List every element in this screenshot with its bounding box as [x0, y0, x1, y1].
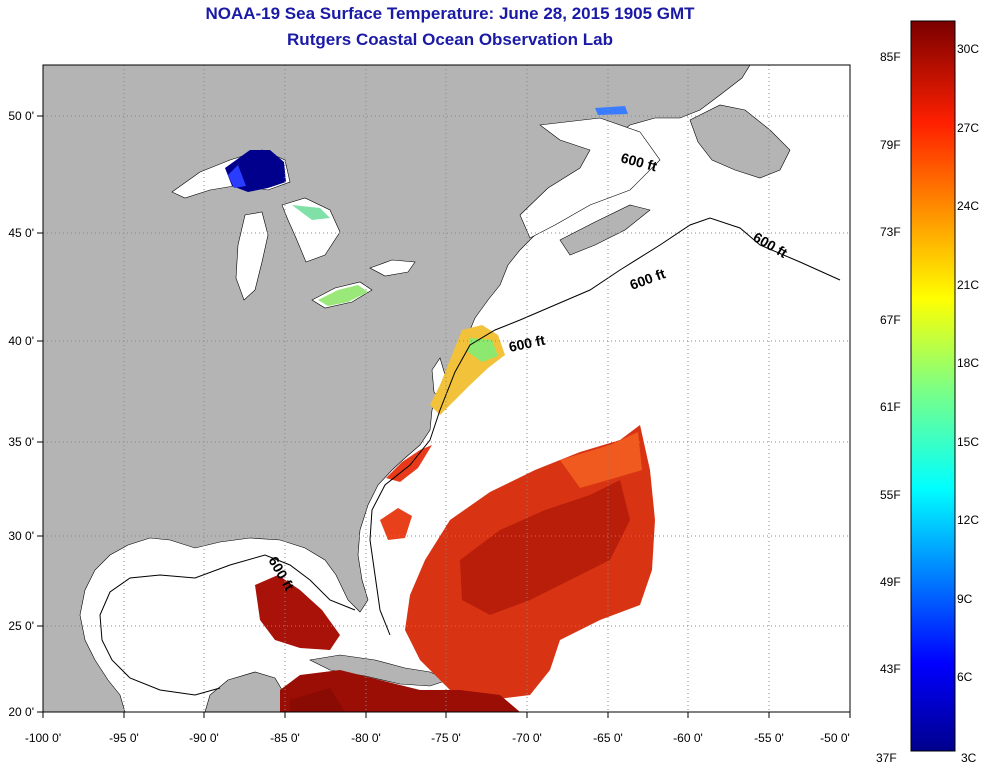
sst-yucatan-channel — [290, 688, 345, 712]
colorbar — [910, 20, 956, 752]
lat-label: 50 0' — [8, 109, 34, 123]
sst-st-lawrence — [595, 106, 628, 115]
colorbar-c-label: 18C — [957, 356, 979, 370]
sst-gulf-of-mexico — [255, 575, 340, 650]
sst-lake-erie — [318, 285, 368, 306]
colorbar-f-label: 37F — [876, 751, 897, 765]
lon-label: -85 0' — [270, 731, 300, 745]
colorbar-c-label: 15C — [957, 435, 979, 449]
sst-lake-huron — [292, 205, 330, 220]
sst-caribbean — [280, 670, 520, 712]
colorbar-f-label: 49F — [880, 575, 901, 589]
lon-label: -65 0' — [593, 731, 623, 745]
graticule — [43, 65, 850, 712]
isobath-600ft-gulf — [99, 554, 356, 696]
lat-label: 30 0' — [8, 529, 34, 543]
lon-label: -95 0' — [109, 731, 139, 745]
lake-ontario — [369, 259, 416, 277]
colorbar-f-label: 79F — [880, 138, 901, 152]
lon-label: -55 0' — [754, 731, 784, 745]
contour-label: 600 ft — [507, 332, 546, 355]
sst-lake-superior-edge — [228, 165, 246, 188]
colorbar-c-label: 12C — [957, 513, 979, 527]
lat-label: 45 0' — [8, 226, 34, 240]
colorbar-f-label: 43F — [880, 662, 901, 676]
lon-label: -50 0' — [820, 731, 850, 745]
land-nova-scotia — [559, 204, 651, 256]
colorbar-f-label: 73F — [880, 225, 901, 239]
sst-florida-coast — [380, 508, 412, 540]
colorbar-f-label: 61F — [880, 400, 901, 414]
gulf-st-lawrence — [519, 117, 661, 239]
lat-label: 20 0' — [8, 705, 34, 719]
lon-label: -70 0' — [512, 731, 542, 745]
sst-gulf-stream-core — [460, 480, 630, 615]
sst-carolina — [386, 445, 432, 482]
colorbar-c-label: 9C — [957, 592, 973, 606]
colorbar-f-label: 85F — [880, 50, 901, 64]
lon-label: -90 0' — [189, 731, 219, 745]
colorbar-c-label: 21C — [957, 278, 979, 292]
map-title: NOAA-19 Sea Surface Temperature: June 28… — [205, 4, 695, 23]
map-subtitle: Rutgers Coastal Ocean Observation Lab — [287, 30, 613, 49]
lon-label: -75 0' — [431, 731, 461, 745]
sst-gulf-stream-orange — [560, 432, 642, 488]
colorbar-c-label: 3C — [961, 751, 977, 765]
lon-label: -80 0' — [351, 731, 381, 745]
isobath-600ft — [369, 217, 841, 636]
land-newfoundland — [689, 104, 791, 179]
colorbar-c-label: 27C — [957, 121, 979, 135]
lon-label: -100 0' — [25, 731, 61, 745]
colorbar-c-label: 30C — [957, 42, 979, 56]
colorbar-c-label: 6C — [957, 670, 973, 684]
lat-label: 40 0' — [8, 334, 34, 348]
lake-michigan — [235, 211, 269, 301]
colorbar-f-label: 67F — [880, 313, 901, 327]
lon-label: -60 0' — [673, 731, 703, 745]
lat-label: 35 0' — [8, 435, 34, 449]
lat-label: 25 0' — [8, 619, 34, 633]
colorbar-f-label: 55F — [880, 488, 901, 502]
axis-ticks — [37, 115, 851, 718]
sst-mid-atlantic-green — [468, 338, 498, 362]
colorbar-c-label: 24C — [957, 199, 979, 213]
